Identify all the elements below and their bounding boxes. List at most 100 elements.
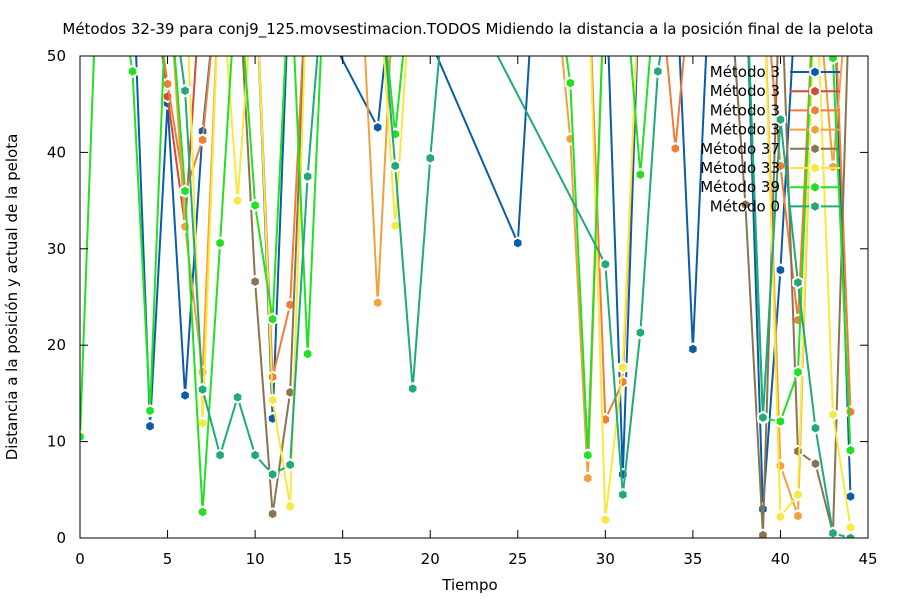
data-point: [809, 421, 822, 435]
data-point: [599, 513, 612, 527]
series-4: [241, 56, 849, 538]
legend-label: Método 33: [700, 159, 780, 177]
data-point: [249, 448, 261, 462]
data-point: [757, 410, 769, 425]
y-tick-label: 30: [47, 240, 66, 258]
data-point: [424, 151, 436, 165]
data-point: [512, 236, 524, 250]
plot-frame: [79, 55, 869, 539]
y-tick-label: 10: [47, 433, 66, 451]
data-point: [844, 531, 857, 538]
y-tick-label: 50: [47, 47, 66, 65]
data-point: [214, 448, 226, 462]
data-point: [774, 263, 787, 277]
series-layer: [80, 56, 857, 538]
data-point: [179, 388, 191, 402]
y-tick-label: 20: [47, 336, 66, 354]
x-tick-label: 40: [771, 550, 790, 568]
data-point: [617, 360, 629, 375]
data-point: [774, 510, 787, 524]
data-point: [792, 365, 804, 379]
data-point: [774, 459, 787, 473]
data-point: [196, 133, 209, 147]
data-point: [301, 347, 314, 361]
data-point: [827, 407, 839, 422]
data-point: [669, 141, 682, 156]
chart-title: Métodos 32-39 para conj9_125.movsestimac…: [62, 20, 873, 39]
legend-marker: [809, 199, 821, 214]
data-point: [687, 342, 699, 356]
series-5: [187, 56, 857, 535]
legend-marker: [809, 122, 821, 137]
x-tick-label: 0: [75, 550, 85, 568]
x-tick-label: 25: [508, 550, 527, 568]
data-point: [617, 487, 629, 502]
data-point: [792, 487, 804, 502]
data-point: [301, 169, 314, 184]
data-point: [757, 528, 769, 538]
data-point: [739, 197, 752, 212]
axes-layer: 0 5 10 15 20 25 30 35 40 45 0 10 20 30 40 50: [47, 47, 878, 568]
data-point: [249, 274, 261, 289]
legend-label: Método 3: [710, 82, 780, 100]
data-point: [126, 64, 139, 79]
legend-label: Método 0: [710, 197, 780, 215]
data-point: [196, 382, 209, 397]
data-point: [827, 526, 839, 538]
data-point: [144, 404, 156, 418]
data-point: [284, 499, 296, 513]
data-point: [371, 120, 384, 134]
data-point: [284, 298, 296, 312]
data-point: [844, 405, 857, 419]
series-2: [161, 56, 857, 427]
data-point: [599, 257, 612, 271]
data-point: [266, 312, 279, 326]
data-point: [231, 390, 244, 404]
data-point: [179, 184, 191, 198]
series-line: [187, 56, 852, 528]
series-line: [162, 56, 852, 420]
data-point: [144, 419, 156, 433]
data-point: [582, 471, 594, 485]
data-point: [774, 112, 787, 127]
data-point: [634, 326, 647, 340]
legend-marker: [809, 142, 821, 156]
data-point: [179, 219, 191, 234]
data-point: [406, 381, 419, 396]
data-point: [266, 467, 279, 482]
data-point: [249, 198, 261, 213]
data-point: [266, 507, 279, 521]
data-point: [582, 448, 594, 462]
data-point: [827, 56, 839, 65]
x-tick-label: 20: [421, 550, 440, 568]
legend-marker: [809, 180, 821, 194]
data-point: [196, 505, 209, 519]
data-point: [389, 219, 401, 233]
data-point: [284, 458, 296, 472]
legend-marker: [809, 161, 821, 175]
series-7: [179, 56, 857, 538]
x-tick-label: 5: [163, 550, 173, 568]
legend-marker: [809, 103, 821, 118]
x-axis-label: Tiempo: [441, 576, 497, 594]
y-tick-label: 40: [47, 143, 66, 161]
data-point: [266, 393, 279, 407]
data-point: [844, 520, 857, 535]
x-tick-label: 35: [683, 550, 702, 568]
y-tick-label: 0: [56, 529, 66, 547]
x-tick-label: 10: [246, 550, 265, 568]
y-axis-label: Distancia a la posición y actual de la p…: [3, 134, 21, 461]
data-point: [161, 77, 174, 91]
data-point: [844, 443, 857, 457]
data-point: [371, 296, 384, 310]
data-point: [564, 76, 577, 90]
data-point: [80, 430, 86, 444]
x-tick-label: 15: [333, 550, 352, 568]
data-point: [827, 160, 839, 174]
legend-marker: [809, 65, 821, 79]
x-tick-label: 30: [596, 550, 615, 568]
legend-label: Método 37: [700, 140, 780, 158]
data-point: [196, 416, 209, 430]
